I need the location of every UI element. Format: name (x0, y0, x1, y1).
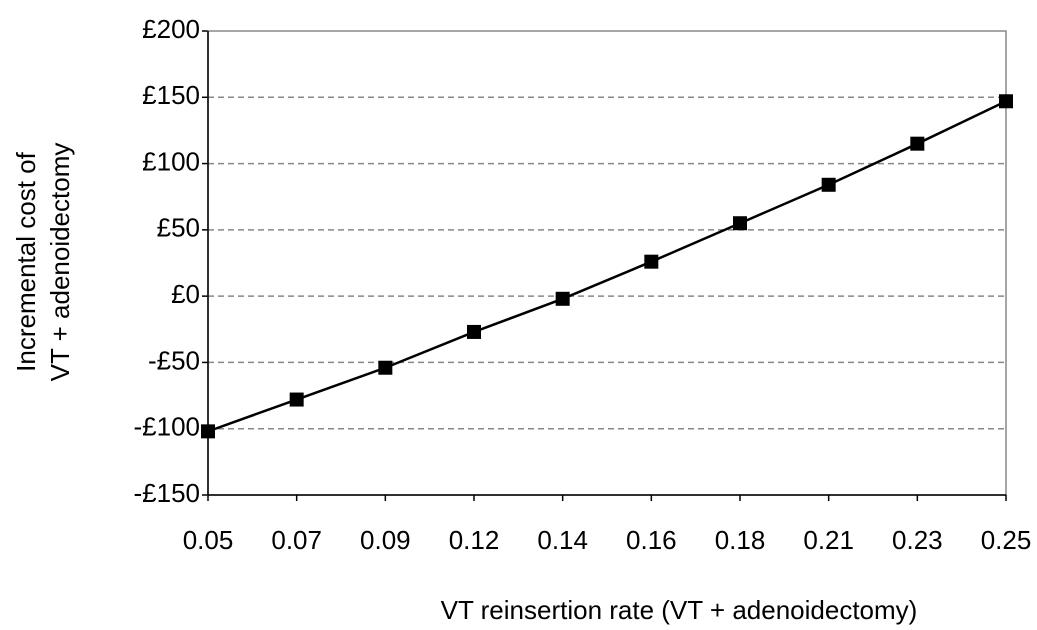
y-axis-label: VT + adenoidectomy (45, 143, 75, 382)
y-tick-label: £100 (142, 146, 200, 176)
data-point (910, 136, 925, 151)
data-point (201, 424, 215, 439)
y-tick-label: -£100 (134, 412, 201, 442)
data-point (467, 324, 481, 339)
y-tick-label: -£150 (134, 478, 201, 508)
data-point (999, 94, 1013, 109)
x-axis-label: VT reinsertion rate (VT + adenoidectomy) (441, 595, 918, 625)
y-tick-label: £50 (157, 213, 200, 243)
data-point (289, 392, 304, 407)
x-tick-label: 0.12 (449, 525, 500, 555)
data-point (644, 254, 659, 269)
x-tick-label: 0.05 (183, 525, 234, 555)
y-tick-label: -£50 (148, 345, 200, 375)
x-tick-label: 0.16 (626, 525, 677, 555)
plot-frame (207, 30, 1007, 496)
x-tick-label: 0.14 (537, 525, 588, 555)
x-tick-label: 0.18 (715, 525, 766, 555)
y-tick-label: £200 (142, 14, 200, 44)
x-tick-label: 0.23 (892, 525, 943, 555)
data-line (207, 100, 1007, 433)
data-point (555, 291, 570, 306)
x-tick-label: 0.07 (271, 525, 322, 555)
y-tick-label: £0 (171, 279, 200, 309)
y-axis-label: Incremental cost of (11, 151, 41, 371)
x-tick-label: 0.21 (803, 525, 854, 555)
y-tick-label: £150 (142, 80, 200, 110)
data-point (733, 216, 747, 231)
x-tick-label: 0.09 (360, 525, 411, 555)
data-point (821, 177, 836, 192)
x-tick-label: 0.25 (981, 525, 1032, 555)
data-point (378, 360, 393, 375)
